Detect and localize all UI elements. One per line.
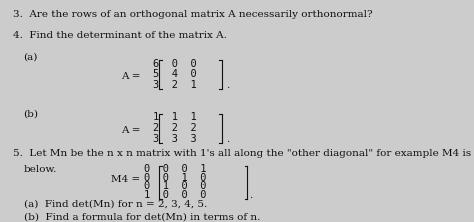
- Text: 3  2  1: 3 2 1: [153, 80, 197, 90]
- Text: 4.  Find the determinant of the matrix A.: 4. Find the determinant of the matrix A.: [13, 31, 228, 40]
- Text: 1  1  1: 1 1 1: [153, 113, 197, 123]
- Text: .: .: [226, 81, 229, 90]
- Text: .: .: [249, 190, 252, 200]
- Text: A =: A =: [121, 126, 141, 135]
- Text: .: .: [226, 135, 229, 144]
- Text: 0  0  1  0: 0 0 1 0: [144, 173, 206, 183]
- Text: 3  3  3: 3 3 3: [153, 134, 197, 144]
- Text: 5.  Let Mn be the n x n matrix with 1's all along the "other diagonal" for examp: 5. Let Mn be the n x n matrix with 1's a…: [13, 149, 474, 158]
- Text: 1  0  0  0: 1 0 0 0: [144, 190, 206, 200]
- Text: (b)  Find a formula for det(Mn) in terms of n.: (b) Find a formula for det(Mn) in terms …: [24, 212, 260, 221]
- Text: (b): (b): [24, 110, 38, 119]
- Text: 6  0  0: 6 0 0: [153, 59, 197, 69]
- Text: M4 =: M4 =: [111, 176, 140, 184]
- Text: A =: A =: [121, 72, 141, 81]
- Text: 0  1  0  0: 0 1 0 0: [144, 181, 206, 191]
- Text: 2  2  2: 2 2 2: [153, 123, 197, 133]
- Text: (a): (a): [24, 53, 38, 62]
- Text: 0  0  0  1: 0 0 0 1: [144, 164, 206, 174]
- Text: 5  4  0: 5 4 0: [153, 69, 197, 79]
- Text: (a)  Find det(Mn) for n = 2, 3, 4, 5.: (a) Find det(Mn) for n = 2, 3, 4, 5.: [24, 199, 207, 208]
- Text: below.: below.: [24, 165, 57, 174]
- Text: 3.  Are the rows of an orthogonal matrix A necessarily orthonormal?: 3. Are the rows of an orthogonal matrix …: [13, 10, 373, 19]
